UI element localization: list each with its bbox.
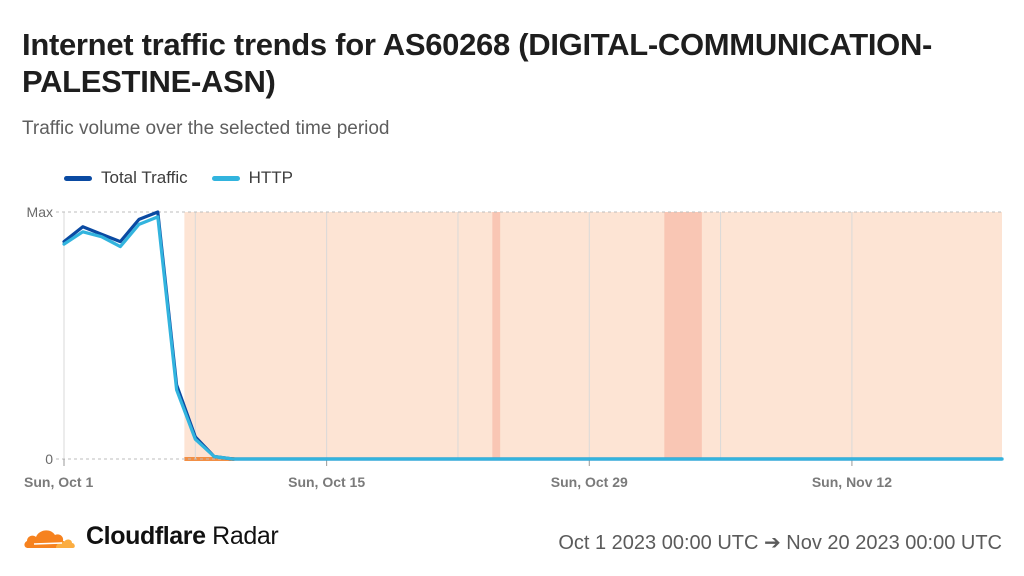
chart-subtitle: Traffic volume over the selected time pe… [22,118,390,139]
chart-legend: Total Traffic HTTP [64,168,317,188]
x-tick-label: Sun, Oct 29 [551,474,628,490]
brand-name: Cloudflare Radar [86,522,279,550]
outage-region [492,212,501,459]
date-range: Oct 1 2023 00:00 UTC ➔ Nov 20 2023 00:00… [558,532,1002,554]
page-title: Internet traffic trends for AS60268 (DIG… [22,27,933,99]
legend-label-total-traffic: Total Traffic [101,168,188,187]
legend-item-http[interactable]: HTTP [211,168,294,188]
legend-swatch-http [211,175,240,181]
outage-region [664,212,702,459]
outage-region [184,212,1003,459]
outage-regions [184,212,1003,461]
x-tick-label: Sun, Nov 12 [812,474,892,490]
legend-label-http: HTTP [248,168,294,187]
cloudflare-cloud-icon [24,529,75,548]
outage-marker [184,457,235,461]
x-tick-label: Sun, Oct 15 [288,474,365,490]
chart-series [62,210,1004,461]
series-line-http [62,215,1004,461]
brand[interactable]: Cloudflare Radar [22,522,279,551]
chart-axes: 0 Max Sun, Oct 1 Sun, Oct 15 Sun, Oct 29 Sun,… [24,204,892,490]
legend-swatch-total-traffic [64,175,92,181]
y-tick-label: 0 [45,451,53,467]
legend-item-total-traffic[interactable]: Total Traffic [64,168,188,188]
y-tick-label: Max [27,204,53,220]
x-tick-label: Sun, Oct 1 [24,474,93,490]
